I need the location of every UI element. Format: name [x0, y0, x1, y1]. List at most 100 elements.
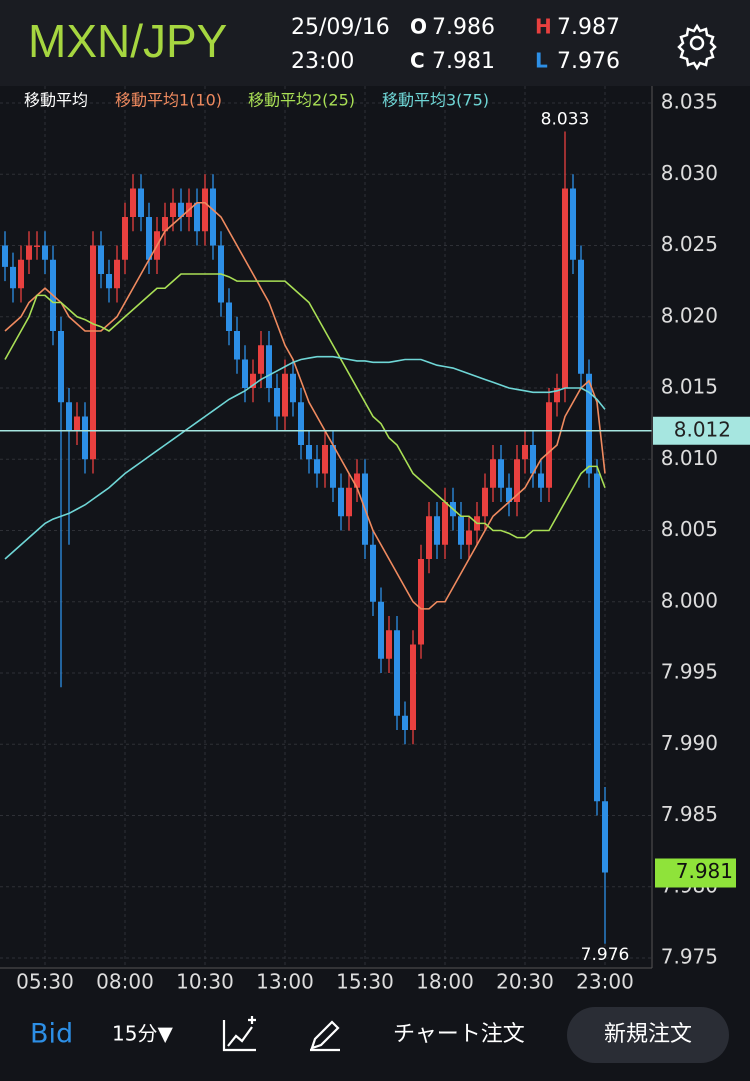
- reference-label: 8.012: [674, 417, 731, 441]
- moving-average-line: [4, 355, 606, 560]
- candle-body: [426, 516, 432, 559]
- candle-body: [410, 644, 416, 730]
- candle-body: [554, 388, 560, 403]
- candle-body: [234, 331, 240, 360]
- open-label: O: [410, 15, 427, 39]
- candle-body: [418, 559, 424, 645]
- y-tick-label: 8.025: [661, 232, 718, 256]
- candle-body: [466, 530, 472, 545]
- candle-body: [306, 445, 312, 460]
- candle-body: [74, 416, 80, 431]
- y-tick-label: 8.015: [661, 375, 718, 399]
- x-tick-label: 15:30: [336, 970, 394, 994]
- settings-icon[interactable]: [677, 23, 717, 71]
- symbol: MXN/JPY: [28, 15, 227, 67]
- y-tick-label: 8.010: [661, 446, 718, 470]
- time: 23:00: [291, 49, 354, 74]
- close-label: C: [410, 49, 425, 73]
- candle-body: [530, 445, 536, 474]
- x-tick-label: 08:00: [96, 970, 154, 994]
- candle-body: [258, 345, 264, 374]
- y-tick-label: 8.035: [661, 90, 718, 114]
- candle-body: [122, 217, 128, 260]
- draw-icon[interactable]: [310, 1020, 340, 1052]
- candle-body: [90, 245, 96, 460]
- candle-body: [66, 402, 72, 431]
- candle-body: [586, 373, 592, 474]
- legend-title: 移動平均: [24, 91, 88, 110]
- y-tick-label: 8.005: [661, 517, 718, 541]
- moving-average-line: [4, 273, 606, 539]
- y-tick-label: 7.975: [661, 945, 718, 969]
- x-tick-label: 23:00: [576, 970, 634, 994]
- candle-body: [130, 188, 136, 217]
- header-bar: [0, 0, 750, 86]
- candle-body: [18, 259, 24, 289]
- candle-body: [490, 459, 496, 488]
- open-value: 7.986: [432, 15, 495, 40]
- candle-body: [138, 188, 144, 217]
- candle-body: [602, 801, 608, 873]
- candle-body: [506, 487, 512, 502]
- candle-body: [314, 459, 320, 474]
- candle-body: [178, 202, 184, 217]
- candle-body: [82, 416, 88, 460]
- high-label: H: [535, 15, 552, 39]
- legend-entry: 移動平均2(25): [248, 91, 355, 110]
- date: 25/09/16: [291, 15, 390, 40]
- candle-body: [242, 359, 248, 388]
- candle-body: [2, 245, 8, 267]
- candle-body: [378, 601, 384, 659]
- low-value: 7.976: [557, 49, 620, 74]
- current-price-label: 7.981: [676, 859, 733, 883]
- bid-toggle[interactable]: Bid: [30, 1019, 73, 1050]
- candle-body: [458, 516, 464, 545]
- candle-body: [10, 266, 16, 289]
- candle-body: [538, 473, 544, 488]
- candle-body: [338, 487, 344, 517]
- interval-select[interactable]: 15分▼: [112, 1022, 173, 1046]
- candle-body: [290, 373, 296, 403]
- candle-body: [298, 402, 304, 445]
- y-tick-label: 7.995: [661, 660, 718, 684]
- indicator-icon[interactable]: [222, 1016, 256, 1052]
- low-label: L: [535, 49, 548, 73]
- candle-body: [434, 516, 440, 545]
- x-tick-label: 18:00: [416, 970, 474, 994]
- new-order-label[interactable]: 新規注文: [604, 1022, 692, 1047]
- candle-body: [514, 459, 520, 502]
- candle-body: [346, 487, 352, 517]
- y-tick-label: 8.030: [661, 161, 718, 185]
- candle-body: [34, 245, 40, 247]
- max-high-label: 8.033: [541, 110, 590, 130]
- candle-body: [522, 445, 528, 460]
- legend-entry: 移動平均1(10): [115, 91, 222, 110]
- candle-body: [594, 473, 600, 802]
- candle-body: [98, 245, 104, 274]
- candle-body: [498, 459, 504, 488]
- plot-area: [0, 86, 652, 968]
- candle-body: [402, 715, 408, 730]
- candle-body: [170, 202, 176, 217]
- candle-body: [354, 473, 360, 488]
- candle-body: [442, 502, 448, 545]
- candle-body: [330, 445, 336, 488]
- candle-body: [58, 331, 64, 403]
- chart-order-button[interactable]: チャート注文: [393, 1022, 525, 1047]
- candle-body: [394, 630, 400, 716]
- candle-body: [106, 274, 112, 289]
- candle-body: [546, 402, 552, 488]
- x-tick-label: 10:30: [176, 970, 234, 994]
- legend-entry: 移動平均3(75): [382, 91, 489, 110]
- candle-body: [386, 630, 392, 659]
- min-low-label: 7.976: [581, 945, 630, 965]
- x-tick-label: 13:00: [256, 970, 314, 994]
- reference-label-box: [653, 416, 750, 445]
- new-order-button[interactable]: [567, 1007, 729, 1063]
- close-value: 7.981: [432, 49, 495, 74]
- candle-body: [226, 302, 232, 331]
- candle-body: [482, 487, 488, 517]
- candle-body: [578, 259, 584, 374]
